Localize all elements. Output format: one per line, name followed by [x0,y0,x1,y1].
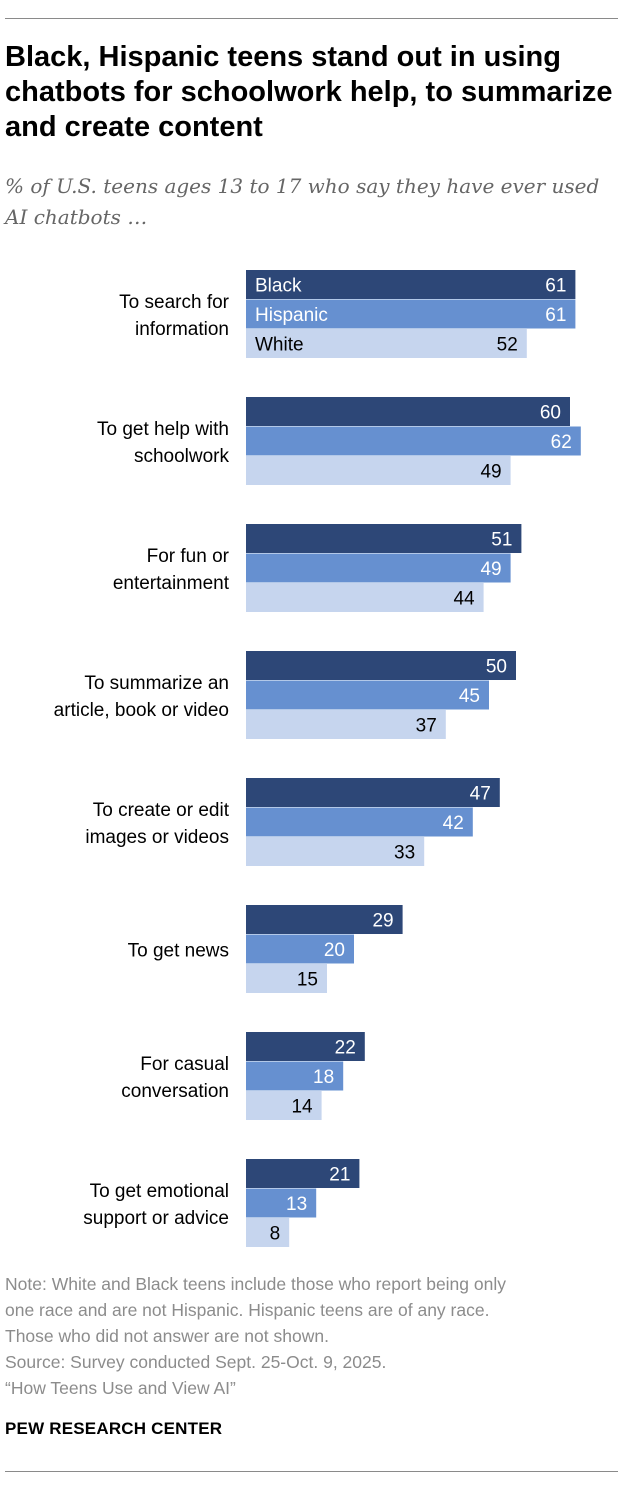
bar-black [246,651,516,680]
bar-white [246,964,327,993]
bar-black [246,270,576,299]
bar-black [246,905,403,934]
bar-black [246,1159,360,1188]
category-label: schoolwork [134,446,230,467]
data-label: 61 [545,276,566,297]
bar-white [246,1218,290,1247]
bar-black [246,524,522,553]
bar-white [246,710,446,739]
data-label: 8 [270,1224,281,1245]
category-label: To get news [128,940,229,961]
data-label: 13 [286,1194,307,1215]
category-label: conversation [121,1081,229,1102]
bar-hispanic [246,1188,317,1218]
data-label: 61 [545,305,566,326]
legend-label-hispanic: Hispanic [255,305,328,326]
bar-hispanic [246,426,581,456]
data-label: 33 [394,843,415,864]
category-label: To search for [119,292,229,313]
category-label: entertainment [113,573,230,594]
bar-hispanic [246,934,354,964]
bar-hispanic [246,807,473,837]
bar-black [246,1032,365,1061]
data-label: 49 [480,559,501,580]
data-label: 18 [313,1067,334,1088]
data-label: 50 [486,657,507,678]
data-label: 60 [540,403,561,424]
category-label: To get emotional [90,1181,229,1202]
category-label: information [135,319,229,340]
bar-white [246,1091,322,1120]
category-label: support or advice [83,1208,229,1229]
data-label: 14 [291,1097,313,1118]
category-label: article, book or video [54,700,229,721]
bar-black [246,778,500,807]
category-label: To create or edit [93,800,230,821]
data-label: 15 [297,970,318,991]
data-label: 62 [551,432,572,453]
bar-hispanic [246,553,511,583]
legend-label-white: White [255,335,304,356]
bar-white [246,329,527,358]
data-label: 37 [416,716,437,737]
data-label: 49 [480,462,501,483]
bar-black [246,397,570,426]
data-label: 52 [497,335,518,356]
source-line-2: “How Teens Use and View AI” [5,1378,236,1398]
data-label: 42 [443,813,464,834]
legend-label-black: Black [255,276,302,297]
data-label: 45 [459,686,480,707]
brand-name: PEW RESEARCH CENTER [5,1419,223,1438]
data-label: 51 [491,530,512,551]
category-label: To get help with [97,419,229,440]
bottom-rule [5,1471,618,1472]
bar-hispanic [246,680,489,710]
bar-white [246,837,425,866]
data-label: 44 [453,589,475,610]
data-label: 22 [335,1038,356,1059]
notes: Note: White and Black teens include thos… [5,1271,617,1401]
note-line-2: one race and are not Hispanic. Hispanic … [5,1300,490,1320]
data-label: 29 [372,911,393,932]
source-line-1: Source: Survey conducted Sept. 25-Oct. 9… [5,1352,387,1372]
bar-white [246,583,484,612]
data-label: 20 [324,940,345,961]
category-label: To summarize an [84,673,229,694]
chart-subtitle: % of U.S. teens ages 13 to 17 who say th… [5,174,600,229]
bar-hispanic [246,299,576,329]
note-line-1: Note: White and Black teens include thos… [5,1274,506,1294]
bar-white [246,456,511,485]
category-label: For casual [140,1054,229,1075]
bar-chart: To search for information 61 Black 61 Hispani… [54,270,581,1247]
chart-title: Black, Hispanic teens stand out in using… [5,41,613,143]
top-rule [5,18,618,19]
category-label: For fun or [147,546,230,567]
data-label: 21 [329,1165,350,1186]
bar-hispanic [246,1061,344,1091]
note-line-3: Those who did not answer are not shown. [5,1326,329,1346]
category-label: images or videos [85,827,229,848]
data-label: 47 [470,784,491,805]
